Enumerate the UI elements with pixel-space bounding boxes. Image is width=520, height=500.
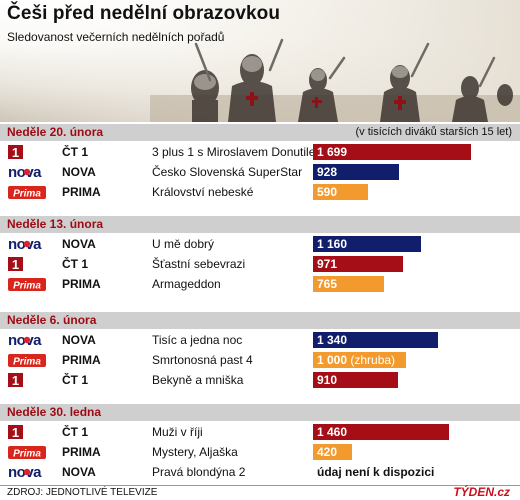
table-row: 1 ČT 1 Muži v říji 1 460 — [0, 423, 520, 442]
svg-text:Prima: Prima — [13, 281, 41, 292]
show-title: Smrtonosná past 4 — [152, 353, 253, 367]
section-header: Neděle 13. února — [0, 216, 520, 233]
ct1-logo-icon: 1 — [8, 425, 23, 440]
channel-name: PRIMA — [62, 185, 101, 199]
table-row: 1 ČT 1 Bekyně a mniška 910 — [0, 371, 520, 390]
show-title: Království nebeské — [152, 185, 254, 199]
data-label: 1 000 (zhruba) — [317, 353, 396, 367]
show-title: Muži v říji — [152, 425, 203, 439]
prima-logo-icon: Prima — [8, 354, 46, 368]
data-bar — [313, 236, 421, 252]
section-header: Neděle 30. ledna — [0, 404, 520, 421]
channel-name: ČT 1 — [62, 425, 89, 439]
channel-name: ČT 1 — [62, 373, 89, 387]
section-date: Neděle 30. ledna — [7, 405, 102, 419]
nova-logo-icon: nova — [8, 164, 43, 180]
show-title: Česko Slovenská SuperStar — [152, 165, 303, 179]
channel-name: NOVA — [62, 333, 96, 347]
table-row: 1 ČT 1 3 plus 1 s Miroslavem Donutilem 1 69… — [0, 143, 520, 162]
ct1-logo-icon: 1 — [8, 373, 23, 388]
data-bar — [313, 444, 352, 460]
section-header: Neděle 6. února — [0, 312, 520, 329]
show-title: Armageddon — [152, 277, 221, 291]
section-date: Neděle 6. února — [7, 313, 97, 327]
section-date: Neděle 13. února — [7, 217, 104, 231]
data-label: 1 160 — [317, 237, 348, 251]
nova-logo-icon: nova — [8, 236, 43, 252]
data-bar — [313, 184, 368, 200]
data-label: 1 460 — [317, 425, 348, 439]
channel-name: PRIMA — [62, 445, 101, 459]
nova-logo-icon: nova — [8, 464, 43, 480]
data-label: 1 340 — [317, 333, 348, 347]
brand-logo: TÝDEN.cz — [453, 485, 510, 499]
table-row: nova NOVA U mě dobrý 1 160 — [0, 235, 520, 254]
section-header: Neděle 20. února (v tisících diváků starš… — [0, 124, 520, 141]
table-row: nova NOVA Česko Slovenská SuperStar 928 — [0, 163, 520, 182]
table-row: nova NOVA Tisíc a jedna noc 1 340 — [0, 331, 520, 350]
table-row: Prima PRIMA Smrtonosná past 4 1 000 (zhruba… — [0, 351, 520, 370]
show-title: Bekyně a mniška — [152, 373, 244, 387]
data-label: 910 — [317, 373, 338, 387]
show-title: 3 plus 1 s Miroslavem Donutilem — [152, 145, 326, 159]
footer: ZDROJ: JEDNOTLIVÉ TELEVIZE TÝDEN.cz — [0, 485, 520, 500]
channel-name: NOVA — [62, 237, 96, 251]
show-title: Mystery, Aljaška — [152, 445, 238, 459]
svg-text:1: 1 — [12, 373, 19, 388]
table-row: Prima PRIMA Mystery, Aljaška 420 — [0, 443, 520, 462]
svg-text:1: 1 — [12, 425, 19, 440]
data-bar — [313, 276, 384, 292]
svg-text:Prima: Prima — [13, 357, 41, 368]
table-row: Prima PRIMA Armageddon 765 — [0, 275, 520, 294]
show-title: Šťastní sebevrazi — [152, 257, 246, 271]
data-unavailable-label: údaj není k dispozici — [317, 465, 435, 479]
header: Češi před nedělní obrazovkou Sledovanost… — [0, 0, 520, 122]
data-label: 765 — [317, 277, 338, 291]
data-bar — [313, 256, 403, 272]
nova-logo-icon: nova — [8, 332, 43, 348]
source-note: ZDROJ: JEDNOTLIVÉ TELEVIZE — [7, 487, 158, 498]
data-bar — [313, 372, 398, 388]
data-bar — [313, 424, 449, 440]
data-label: 971 — [317, 257, 338, 271]
data-label: 928 — [317, 165, 338, 179]
show-title: U mě dobrý — [152, 237, 215, 251]
ct1-logo-icon: 1 — [8, 257, 23, 272]
data-bar — [313, 352, 406, 368]
data-label: 420 — [317, 445, 338, 459]
header-photo — [0, 0, 520, 122]
data-label: 1 699 — [317, 145, 348, 159]
table-row: Prima PRIMA Království nebeské 590 — [0, 183, 520, 202]
data-bar — [313, 332, 438, 348]
prima-logo-icon: Prima — [8, 186, 46, 200]
table-row: nova NOVA Pravá blondýna 2 údaj není k disp… — [0, 463, 520, 482]
channel-name: NOVA — [62, 165, 96, 179]
svg-text:1: 1 — [12, 145, 19, 160]
chart-title: Češi před nedělní obrazovkou — [7, 3, 281, 24]
channel-name: NOVA — [62, 465, 96, 479]
table-row: 1 ČT 1 Šťastní sebevrazi 971 — [0, 255, 520, 274]
channel-name: ČT 1 — [62, 257, 89, 271]
data-bar — [313, 164, 399, 180]
channel-name: PRIMA — [62, 277, 101, 291]
unit-note: (v tisících diváků starších 15 let) — [355, 126, 513, 138]
show-title: Pravá blondýna 2 — [152, 465, 246, 479]
prima-logo-icon: Prima — [8, 278, 46, 292]
prima-logo-icon: Prima — [8, 446, 46, 460]
section-date: Neděle 20. února — [7, 125, 104, 139]
data-bar — [313, 144, 471, 160]
ct1-logo-icon: 1 — [8, 145, 23, 160]
data-label-note: (zhruba) — [347, 353, 396, 367]
channel-name: ČT 1 — [62, 145, 89, 159]
chart-subtitle: Sledovanost večerních nedělních pořadů — [7, 30, 225, 44]
channel-name: PRIMA — [62, 353, 101, 367]
show-title: Tisíc a jedna noc — [152, 333, 243, 347]
svg-text:1: 1 — [12, 257, 19, 272]
svg-text:Prima: Prima — [13, 189, 41, 200]
svg-text:Prima: Prima — [13, 449, 41, 460]
data-label: 590 — [317, 185, 338, 199]
